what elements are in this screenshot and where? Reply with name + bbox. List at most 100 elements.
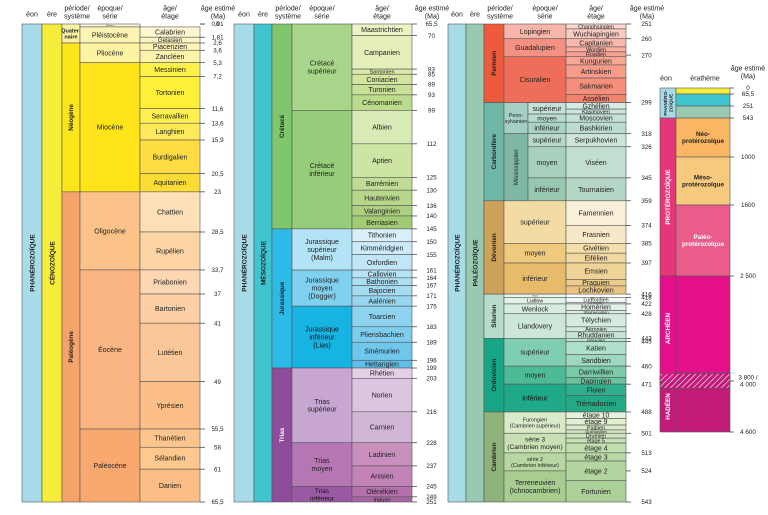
- period-label: Ordovicien: [491, 359, 498, 392]
- period-label: Quater-naire: [61, 28, 81, 40]
- stage-label: Induen: [373, 497, 390, 503]
- age-tick-label: 501: [641, 430, 652, 437]
- age-tick-label: 359: [641, 198, 652, 205]
- epoch-label: Ludlow: [527, 298, 543, 304]
- age-tick-label: 49: [214, 379, 221, 386]
- stage-label: Rhuddanien: [578, 332, 615, 339]
- age-tick-label: 270: [641, 52, 652, 59]
- stage-label: Burdigalien: [152, 154, 187, 161]
- age-tick-label: 385: [641, 241, 652, 248]
- stage-label: Albien: [372, 125, 392, 132]
- age-tick-label: 58: [214, 444, 221, 451]
- overview-header-eon: éon: [660, 75, 672, 82]
- stage-label: Bartonien: [155, 306, 185, 313]
- header-period: période/système: [64, 6, 90, 21]
- stage-label: Assélien: [583, 96, 610, 103]
- header-era: ère: [470, 11, 480, 18]
- stage-bar: [565, 146, 627, 179]
- era-label: MÉSOZOÏQUE: [258, 240, 267, 285]
- stage-label: Trémadocien: [576, 401, 617, 408]
- stage-label: Norien: [372, 393, 393, 400]
- header-eon: éon: [451, 11, 463, 18]
- overview-hatched-transition: [659, 373, 731, 389]
- stage-label: Hettangien: [365, 362, 399, 369]
- age-tick-label: 93: [428, 92, 435, 99]
- stage-label: Praguien: [582, 280, 610, 287]
- epoch-label: moyen: [524, 373, 545, 380]
- header-age: âge/étage: [587, 6, 605, 21]
- overview-erathem-bar: [675, 93, 731, 107]
- header-eon: éon: [26, 11, 38, 18]
- stage-label: Coniacien: [366, 77, 397, 84]
- age-tick-label: 65,5: [425, 21, 438, 28]
- stage-label: Sélandien: [154, 456, 185, 463]
- stage-label: Drumien: [586, 434, 606, 440]
- stage-label: Gzhélien: [582, 103, 609, 110]
- stage-bar: [139, 139, 201, 174]
- header-epoch: époque/série: [309, 6, 334, 21]
- age-tick-label: 171: [426, 293, 437, 300]
- stage-label: Floien: [586, 387, 605, 394]
- epoch-label: inférieur: [522, 396, 548, 403]
- header-epoch: époque/série: [97, 6, 122, 21]
- epoch-label: inférieur: [534, 125, 560, 132]
- age-tick-label: 13,6: [211, 120, 224, 127]
- overview-age-tick-label: 1000: [741, 154, 756, 161]
- age-tick-label: 416: [641, 291, 652, 298]
- age-tick-label: 216: [426, 409, 437, 416]
- stage-label: Cénomanien: [362, 100, 402, 107]
- header-estimated-age: âge estimé (Ma): [415, 6, 449, 21]
- header-period: période/système: [487, 6, 513, 21]
- overview-eon-label: ARCHÉEN: [663, 312, 672, 344]
- header-estimated-age: âge estimé (Ma): [630, 6, 664, 21]
- age-tick-label: 245: [426, 484, 437, 491]
- stage-label: Lutétien: [158, 350, 183, 357]
- header-eon: éon: [238, 11, 250, 18]
- stage-label: Toarcien: [369, 314, 396, 321]
- era-label: PALÉOZOÏQUE: [470, 239, 479, 286]
- epoch-label: Llandovery: [518, 323, 553, 330]
- epoch-label: Cisuralien: [519, 77, 550, 84]
- stage-label: Emsien: [584, 269, 607, 276]
- epoch-label: Paléocène: [93, 463, 126, 470]
- subperiod-label: Penn-sylvanien: [505, 113, 527, 125]
- stage-bar: [565, 480, 627, 503]
- eon-label: PHANÉROZOÏQUE: [452, 234, 461, 292]
- overview-age-tick-label: 251: [743, 103, 754, 110]
- stage-label: Aptien: [372, 158, 392, 165]
- period-label: Silurien: [491, 305, 498, 328]
- stage-label: Sheinwoodien: [583, 310, 608, 315]
- epoch-bar: [291, 367, 353, 444]
- stage-label: Ladinien: [369, 452, 396, 459]
- eon-label: PHANÉROZOÏQUE: [27, 234, 36, 292]
- epoch-label: Trias supérieur: [307, 399, 337, 414]
- age-tick-label: 251: [426, 499, 437, 506]
- age-tick-label: 1,81: [211, 34, 224, 41]
- stage-label: Yprésien: [156, 403, 183, 410]
- age-tick-label: 61: [214, 466, 221, 473]
- stage-bar: [139, 381, 201, 430]
- epoch-bar: [503, 56, 567, 103]
- header-estimated-age: âge estimé (Ma): [201, 6, 235, 21]
- header-age: âge/étage: [373, 6, 391, 21]
- stage-label: Roadien: [586, 52, 606, 58]
- epoch-label: moyen: [537, 115, 557, 122]
- stage-label: Télychien: [581, 318, 611, 325]
- overview-age-tick-label: 1600: [741, 202, 756, 209]
- stage-label: Aalénien: [368, 298, 395, 305]
- stage-label: Wordien: [586, 47, 606, 53]
- epoch-label: supérieur: [532, 138, 562, 145]
- age-tick-label: 397: [641, 260, 652, 267]
- stage-label: Wuchiapingien: [573, 31, 619, 38]
- age-tick-label: 374: [641, 223, 652, 230]
- overview-eon-label: HADÉEN: [663, 393, 672, 420]
- overview-age-tick-label: 2 500: [740, 273, 756, 280]
- stage-label: Dapingien: [581, 378, 612, 385]
- age-tick-label: 33,7: [211, 267, 224, 274]
- epoch-label: Terreneuvien (Ichnocambrien): [510, 480, 561, 495]
- stage-label: Capitanien: [579, 40, 613, 47]
- age-tick-label: 140: [426, 213, 437, 220]
- age-tick-label: 161: [426, 267, 437, 274]
- stage-label: Hauterivien: [364, 195, 400, 202]
